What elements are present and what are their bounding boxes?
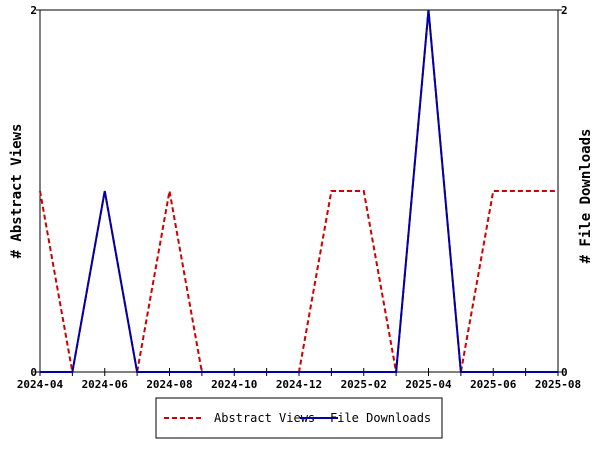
legend-box xyxy=(155,397,443,439)
y-axis-left-label: # Abstract Views xyxy=(9,124,25,259)
legend: Abstract Views File Downloads xyxy=(155,397,443,439)
y-axis-right-label: # File Downloads xyxy=(578,129,594,264)
legend-label: Abstract Views xyxy=(214,411,315,425)
series-line-file-downloads xyxy=(40,9,558,373)
x-tick-label: 2025-02 xyxy=(341,378,387,391)
y-tick-label-left: 2 xyxy=(30,4,37,17)
x-tick-label: 2024-12 xyxy=(276,378,322,391)
x-tick-label: 2025-04 xyxy=(405,378,452,391)
x-tick-label: 2024-04 xyxy=(17,378,64,391)
y-tick-label-left: 0 xyxy=(30,366,37,379)
x-tick-label: 2025-06 xyxy=(470,378,517,391)
x-tick-label: 2024-10 xyxy=(211,378,257,391)
y-tick-label-right: 2 xyxy=(561,4,568,17)
x-tick-label: 2025-08 xyxy=(535,378,581,391)
x-tick-label: 2024-08 xyxy=(146,378,192,391)
y-tick-label-right: 0 xyxy=(561,366,568,379)
legend-label: File Downloads xyxy=(330,411,431,425)
x-tick-label: 2024-06 xyxy=(82,378,129,391)
chart-marks: 2024-04 2024-06 2024-08 2024-10 2024-12 2025-… xyxy=(17,4,581,391)
plot-area xyxy=(39,9,559,373)
